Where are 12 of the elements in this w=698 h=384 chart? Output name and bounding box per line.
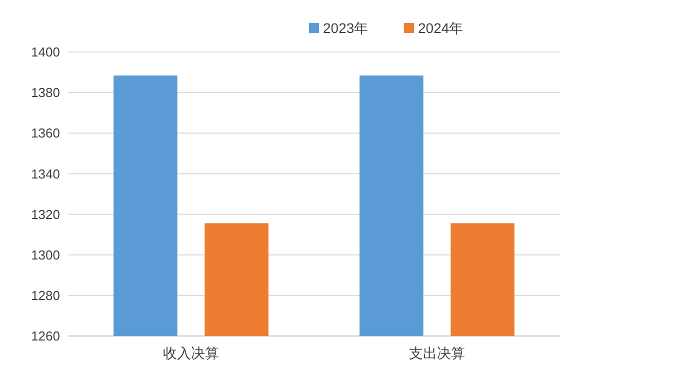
y-tick-label: 1260: [31, 328, 60, 344]
x-tick-label: 支出决算: [409, 345, 465, 361]
x-tick-label: 收入决算: [163, 345, 219, 361]
legend-label: 2024年: [418, 20, 464, 36]
legend-label: 2023年: [323, 20, 368, 36]
y-tick-label: 1360: [31, 126, 60, 141]
y-tick-label: 1400: [31, 44, 60, 60]
y-tick-label: 1380: [31, 85, 60, 100]
y-tick-label: 1340: [31, 166, 60, 182]
y-tick-label: 1300: [31, 247, 60, 262]
y-tick-label: 1320: [31, 206, 60, 222]
y-tick-label: 1280: [31, 288, 60, 303]
